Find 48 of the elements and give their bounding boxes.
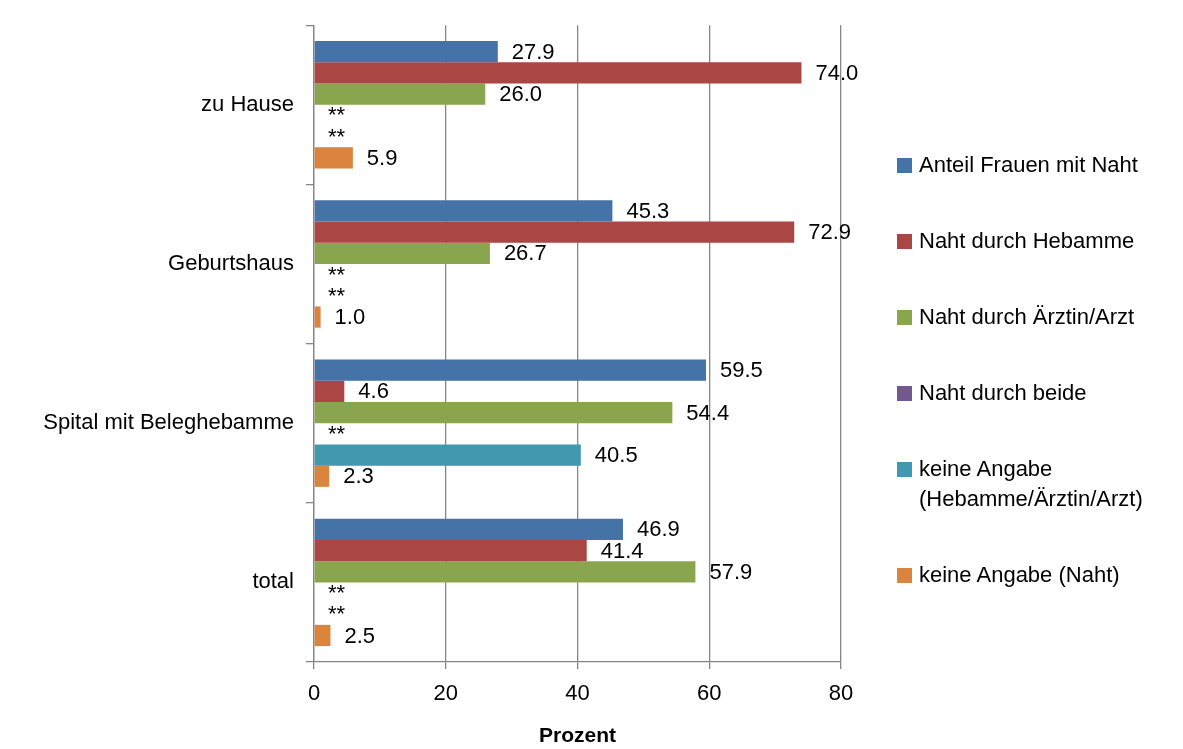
- bar: [314, 401, 673, 424]
- data-label: 59.5: [719, 357, 763, 383]
- y-tick-label: zu Hause: [201, 90, 294, 116]
- data-label: 26.7: [503, 240, 547, 266]
- data-label: 45.3: [626, 198, 670, 223]
- x-tick-label: 20: [433, 680, 458, 706]
- data-label: 2.5: [344, 622, 376, 648]
- x-tick-label: 40: [565, 680, 590, 706]
- bar: [314, 200, 613, 222]
- bar: [314, 518, 623, 540]
- data-label: 72.9: [808, 219, 852, 245]
- x-tick-label: 60: [697, 680, 722, 706]
- x-tick-label: 0: [307, 680, 321, 706]
- legend-label: keine Angabe (Hebamme/Ärztin/Arzt): [919, 455, 1144, 513]
- data-label: 2.3: [343, 463, 374, 489]
- data-label: 74.0: [815, 60, 859, 86]
- bar: [314, 539, 587, 562]
- bar: [314, 147, 353, 169]
- y-tick-label: total: [252, 568, 294, 594]
- y-tick-label: Geburtshaus: [168, 250, 294, 276]
- data-label: 54.4: [686, 399, 730, 425]
- data-label: 27.9: [511, 38, 555, 64]
- legend-label: Anteil Frauen mit Naht: [919, 151, 1138, 179]
- legend-label: Naht durch beide: [919, 379, 1087, 407]
- bar: [314, 221, 795, 243]
- text: **: [328, 420, 346, 446]
- bar: [314, 380, 345, 402]
- legend-label: Naht durch Ärztin/Arzt: [919, 303, 1135, 331]
- bar: [314, 242, 490, 264]
- bar: [314, 359, 706, 381]
- bar: [314, 561, 696, 583]
- legend-label: keine Angabe (Naht): [919, 561, 1120, 589]
- bar: [314, 444, 581, 466]
- data-label: 4.6: [358, 378, 389, 404]
- bar: [314, 41, 498, 63]
- bar: [314, 62, 802, 84]
- bar: [314, 465, 330, 487]
- data-label: 40.5: [594, 442, 638, 468]
- x-tick-label: 80: [828, 680, 854, 706]
- bar: [314, 306, 321, 328]
- data-label: 26.0: [499, 81, 543, 107]
- bar: [314, 624, 331, 647]
- data-label: 57.9: [709, 558, 753, 584]
- y-tick-label: Spital mit Beleghebamme: [43, 409, 294, 435]
- bar: [314, 83, 486, 105]
- x-axis-title: Prozent: [538, 723, 617, 747]
- data-label: 5.9: [366, 144, 398, 170]
- legend-label: Naht durch Hebamme: [919, 227, 1135, 255]
